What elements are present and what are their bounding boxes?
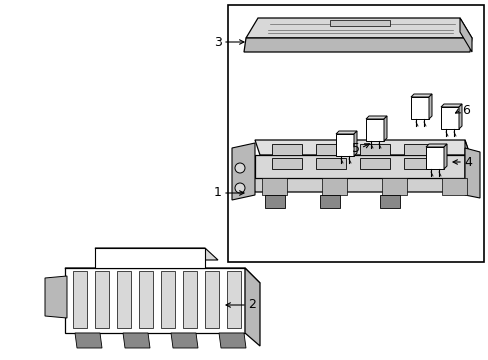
Polygon shape xyxy=(383,116,386,141)
Polygon shape xyxy=(381,178,406,195)
Polygon shape xyxy=(410,94,431,97)
Polygon shape xyxy=(441,178,466,195)
Polygon shape xyxy=(204,271,219,328)
Polygon shape xyxy=(319,195,339,208)
Polygon shape xyxy=(75,333,102,348)
Polygon shape xyxy=(227,5,483,262)
Polygon shape xyxy=(321,178,346,195)
Polygon shape xyxy=(171,333,198,348)
Polygon shape xyxy=(428,94,431,119)
Polygon shape xyxy=(95,248,204,268)
Polygon shape xyxy=(315,144,346,155)
Polygon shape xyxy=(365,119,383,141)
Polygon shape xyxy=(403,158,433,169)
Polygon shape xyxy=(379,195,399,208)
Text: 3: 3 xyxy=(214,36,222,49)
Polygon shape xyxy=(335,134,353,156)
Polygon shape xyxy=(365,116,386,119)
Polygon shape xyxy=(359,144,389,155)
Polygon shape xyxy=(458,104,461,129)
Polygon shape xyxy=(264,195,285,208)
Polygon shape xyxy=(254,155,464,178)
Polygon shape xyxy=(443,144,446,169)
Polygon shape xyxy=(403,144,433,155)
Polygon shape xyxy=(335,131,356,134)
Polygon shape xyxy=(226,271,241,328)
Polygon shape xyxy=(459,18,471,52)
Polygon shape xyxy=(464,140,469,178)
Polygon shape xyxy=(219,333,245,348)
Text: 1: 1 xyxy=(214,186,222,199)
Polygon shape xyxy=(262,178,286,195)
Polygon shape xyxy=(315,158,346,169)
Polygon shape xyxy=(245,18,471,38)
Polygon shape xyxy=(123,333,150,348)
Polygon shape xyxy=(425,144,446,147)
Polygon shape xyxy=(271,158,302,169)
Polygon shape xyxy=(183,271,197,328)
Circle shape xyxy=(235,183,244,193)
Polygon shape xyxy=(249,178,469,192)
Polygon shape xyxy=(234,178,253,196)
Text: 6: 6 xyxy=(461,104,469,117)
Polygon shape xyxy=(95,248,218,260)
Polygon shape xyxy=(45,276,67,318)
Polygon shape xyxy=(254,140,469,155)
Polygon shape xyxy=(65,268,260,283)
Polygon shape xyxy=(464,148,479,198)
Text: 5: 5 xyxy=(351,141,359,154)
Circle shape xyxy=(235,163,244,173)
Polygon shape xyxy=(353,131,356,156)
Text: 2: 2 xyxy=(247,298,255,311)
Polygon shape xyxy=(271,144,302,155)
Polygon shape xyxy=(244,268,260,346)
Polygon shape xyxy=(161,271,175,328)
Polygon shape xyxy=(117,271,131,328)
Polygon shape xyxy=(329,20,389,26)
Polygon shape xyxy=(73,271,87,328)
Polygon shape xyxy=(359,158,389,169)
Polygon shape xyxy=(410,97,428,119)
Polygon shape xyxy=(425,147,443,169)
Polygon shape xyxy=(440,107,458,129)
Polygon shape xyxy=(139,271,153,328)
Text: 4: 4 xyxy=(463,156,471,168)
Polygon shape xyxy=(231,143,254,200)
Polygon shape xyxy=(95,271,109,328)
Polygon shape xyxy=(244,38,471,52)
Polygon shape xyxy=(440,104,461,107)
Polygon shape xyxy=(65,268,244,333)
